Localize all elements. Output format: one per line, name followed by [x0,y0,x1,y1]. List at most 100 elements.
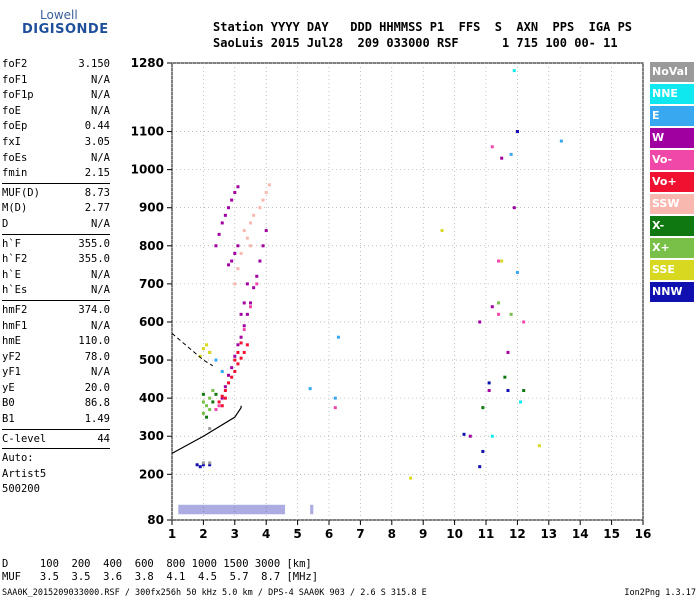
echo-point-nne [512,69,516,73]
x-tick-label: 8 [388,527,396,541]
param-value: 2.77 [84,202,110,215]
y-tick-label: 900 [139,201,164,215]
param-value: N/A [91,73,110,86]
echo-point-ssw [261,198,265,202]
x-tick-label: 10 [446,527,463,541]
param-value: 374.0 [78,303,110,316]
echo-point-x [201,400,205,404]
echo-point-w [239,335,243,339]
echo-point-sse [208,350,212,354]
param-label: foF1 [2,73,28,86]
echo-point-w [220,221,224,225]
ground-echo-band [178,504,286,515]
param-row-mufd: MUF(D) 8.73 [2,186,110,202]
echo-point-nnw [506,389,510,393]
param-value: 3.05 [84,135,110,148]
param-label: foE [2,104,21,117]
header-values: SaoLuis 2015 Jul28 209 033000 RSF 1 715 … [213,36,618,50]
echo-point-noval [208,461,212,465]
echo-point-vo [220,394,224,398]
echo-point-vo [236,350,240,354]
echo-point-e [559,139,563,143]
echo-point-w [236,343,240,347]
param-label: yE [2,381,15,394]
y-tick-label: 700 [139,277,164,291]
legend-item-ssw: SSW [650,194,694,214]
echo-point-ssw [249,221,252,225]
echo-point-w [227,263,231,267]
param-value: 78.0 [84,350,110,363]
echo-point-w [468,434,472,438]
param-value: N/A [91,151,110,164]
echo-point-e [509,152,513,156]
echo-point-w [487,389,491,393]
profile-curve [171,405,242,454]
param-value: 355.0 [78,253,110,266]
echo-point-vo [223,389,227,393]
param-row-hf: h`F 355.0 [2,237,110,253]
echo-point-vo [239,356,243,360]
param-row-clevel: C-level 44 [2,432,110,448]
parameter-panel: foF2 3.150 foF1 N/A foF1p N/A foE N/A foEp 0.44 fx… [2,57,110,498]
param-label: h`F2 [2,253,28,266]
param-row-yf2: yF2 78.0 [2,350,110,366]
logo: Lowell DIGISONDE [4,6,108,44]
param-row-fmin: fmin 2.15 [2,166,110,182]
echo-point-x [208,396,212,400]
echo-point-nnw [515,130,519,134]
param-label: h`Es [2,284,28,297]
x-tick-label: 3 [231,527,239,541]
station-header: Station YYYY DAY DDD HHMMSS P1 FFS S AXN… [213,19,632,51]
echo-point-vo [522,320,526,324]
echo-point-nne [490,434,494,438]
echo-point-nnw [481,449,485,453]
echo-point-vo [490,145,494,149]
param-row-hme: hmE 110.0 [2,334,110,350]
param-label: hmF2 [2,303,28,316]
echo-point-vo [255,282,259,286]
echo-point-vo [236,362,240,366]
echo-point-vo [233,358,237,362]
echo-point-x [503,375,507,379]
param-row-hes: h`Es N/A [2,283,110,299]
separator [2,448,110,450]
echo-point-noval [208,427,212,431]
x-tick-label: 12 [509,527,526,541]
param-value: 44 [97,432,110,445]
echo-point-vo [214,408,218,412]
echo-point-vo [245,343,249,347]
echo-point-w [214,244,218,248]
echo-point-noval [201,461,205,465]
echo-point-w [245,282,249,286]
x-tick-label: 14 [572,527,589,541]
separator [2,299,110,301]
param-row-fxi: fxI 3.05 [2,135,110,151]
echo-point-nnw [478,465,482,469]
param-label: MUF(D) [2,186,40,199]
y-tick-label: 80 [147,513,164,527]
param-row-hf2: h`F2 355.0 [2,252,110,268]
legend-item-e: E [650,106,694,126]
echo-point-ssw [245,236,249,240]
y-tick-label: 1000 [131,163,164,177]
legend-item-w: W [650,128,694,148]
echo-point-ssw [249,244,252,248]
echo-point-x [211,389,215,393]
echo-point-w [236,185,240,189]
param-value: N/A [91,268,110,281]
echo-point-x [481,406,485,410]
echo-point-w [242,324,246,328]
echo-point-sse [201,347,205,351]
echo-point-vo [230,375,234,379]
echo-point-x [201,411,205,415]
echo-point-w [233,354,237,358]
muf-value-row: MUF 3.5 3.5 3.6 3.8 4.1 4.5 5.7 8.7 [MHz… [2,571,319,583]
legend-item-x: X+ [650,238,694,258]
x-tick-label: 7 [356,527,364,541]
echo-point-sse [409,476,413,480]
separator [2,233,110,235]
echo-point-w [500,156,504,160]
echo-point-e [515,270,519,274]
echo-point-vo [217,404,221,408]
echo-point-ssw [239,251,243,255]
